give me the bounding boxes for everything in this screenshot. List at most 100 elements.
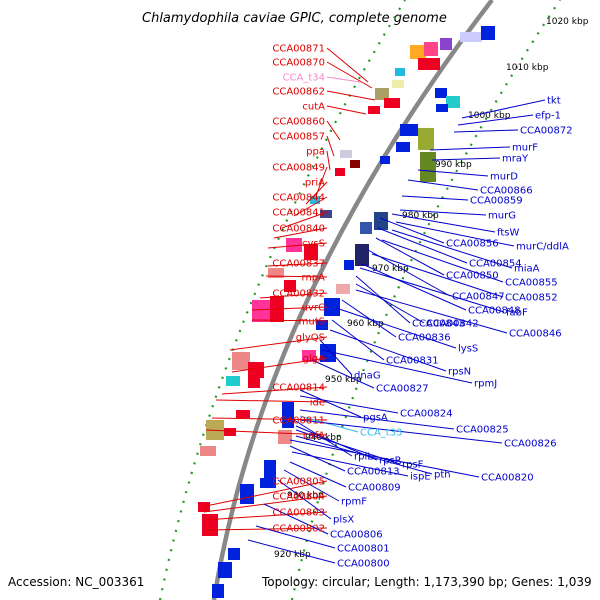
leader-line [263,503,329,535]
leader-line [273,227,328,239]
gene-label-glga[interactable]: glgA [303,354,325,365]
gene-label-cca00827[interactable]: CCA00827 [376,384,429,395]
gene-label-fabf[interactable]: fabF [506,308,528,319]
gene-label-cca00803[interactable]: CCA00803 [272,508,325,519]
gene-label-uvrc[interactable]: uvrC [302,303,325,314]
gene-label-plsx[interactable]: plsX [333,515,354,526]
gene-label-cca00826[interactable]: CCA00826 [504,439,557,450]
gene-label-cca00862[interactable]: CCA00862 [272,87,325,98]
leader-line [267,242,328,249]
leader-line [399,209,487,216]
gene-label-cca00847[interactable]: CCA00847 [452,292,505,303]
gene-label-murc-ddla[interactable]: murC/ddlA [516,242,569,253]
gene-label-rpsf[interactable]: rpsF [402,460,424,471]
gene-label-ppa[interactable]: ppa [306,147,325,158]
leader-line [211,417,328,421]
leader-line [291,451,409,477]
leader-line [277,479,332,520]
gene-label-cca00852[interactable]: CCA00852 [505,293,558,304]
gene-label-glyqs[interactable]: glyQS [296,333,325,344]
gene-feature [355,244,369,266]
gene-label-dnag[interactable]: dnaG [354,371,381,382]
gene-label-cca00850[interactable]: CCA00850 [446,271,499,282]
gene-label-rpmf[interactable]: rpmF [341,497,367,508]
gene-label-cca00855[interactable]: CCA00855 [505,278,558,289]
gene-label-cca00856[interactable]: CCA00856 [446,239,499,250]
gene-label-cca-t33[interactable]: CCA_t33 [360,428,402,439]
gene-label-miaa[interactable]: miaA [514,264,540,275]
gene-label-tkt[interactable]: tkt [547,96,561,107]
gene-label-cca00840[interactable]: CCA00840 [272,224,325,235]
gene-label-cca00841[interactable]: CCA00841 [272,208,325,219]
gene-label-cca00825[interactable]: CCA00825 [456,425,509,436]
gene-label-rpmj[interactable]: rpmJ [474,379,497,390]
gene-feature [436,104,448,112]
gene-label-cyss[interactable]: cysS [302,239,325,250]
gene-feature [286,238,302,252]
gene-label-ispe[interactable]: ispE [410,472,431,483]
gene-label-cca00849[interactable]: CCA00849 [272,163,325,174]
gene-label-cca00843[interactable]: CCA00843 [412,319,465,330]
gene-label-cca00811[interactable]: CCA00811 [272,416,325,427]
gene-label-cca00800[interactable]: CCA00800 [337,559,390,570]
gene-label-cca00802[interactable]: CCA00802 [272,524,325,535]
gene-label-cca00857[interactable]: CCA00857 [272,132,325,143]
gene-label-cca00824[interactable]: CCA00824 [400,409,453,420]
gene-label-cca00806[interactable]: CCA00806 [330,530,383,541]
gene-label-cca00860[interactable]: CCA00860 [272,117,325,128]
gene-label-pria[interactable]: priA [305,178,325,189]
gene-feature [212,584,224,598]
gene-label-muts[interactable]: mutS [299,317,325,328]
leader-line [335,307,457,349]
gene-label-rpsn[interactable]: rpsN [448,367,471,378]
gene-label-cca00836[interactable]: CCA00836 [398,333,451,344]
gene-label-ide[interactable]: ide [310,398,325,409]
leader-line [381,239,504,283]
gene-label-mray[interactable]: mraY [502,154,529,165]
gene-label-cca00831[interactable]: CCA00831 [386,356,439,367]
gene-label-pth[interactable]: pth [434,470,451,481]
gene-label-cca00872[interactable]: CCA00872 [520,126,573,137]
gene-label-cafa[interactable]: cafA [303,431,325,442]
gene-label-cca00854[interactable]: CCA00854 [469,259,522,270]
leader-line [283,469,340,502]
gene-label-cca00804[interactable]: CCA00804 [272,492,325,503]
gene-label-rnpa[interactable]: rnpA [302,273,326,284]
gene-label-cca00846[interactable]: CCA00846 [509,329,562,340]
gene-label-cca00813[interactable]: CCA00813 [347,467,400,478]
leader-line [311,359,375,389]
gene-label-rpsr[interactable]: rpsR [379,456,402,467]
gene-label-cca00859[interactable]: CCA00859 [470,196,523,207]
leader-line [281,211,328,229]
gene-label-cca00842[interactable]: CCA00842 [426,319,479,330]
gene-label-cca00866[interactable]: CCA00866 [480,186,533,197]
gene-label-cca00837[interactable]: CCA00837 [272,259,325,270]
gene-label-cca00870[interactable]: CCA00870 [272,58,325,69]
gene-label-murd[interactable]: murD [490,172,518,183]
gene-label-cca00820[interactable]: CCA00820 [481,473,534,484]
gene-label-murg[interactable]: murG [488,211,516,222]
gene-label-cca-t34[interactable]: CCA_t34 [283,73,325,84]
gene-label-lyss[interactable]: lysS [458,344,478,355]
gene-label-cca00832[interactable]: CCA00832 [272,289,325,300]
gene-label-cca00814[interactable]: CCA00814 [272,383,325,394]
gene-label-ftsw[interactable]: ftsW [497,228,519,239]
leader-line [326,90,376,101]
gene-label-efp-1[interactable]: efp-1 [535,111,561,122]
gene-label-cuta[interactable]: cutA [302,102,325,113]
gene-label-murf[interactable]: murF [512,143,538,154]
gene-label-cca00848[interactable]: CCA00848 [468,306,521,317]
gene-label-cca00809[interactable]: CCA00809 [348,483,401,494]
leader-line [407,179,479,191]
gene-label-pgsa[interactable]: pgsA [363,413,388,424]
leader-line [231,357,328,373]
gene-label-cca00871[interactable]: CCA00871 [272,44,325,55]
gene-feature [350,160,360,168]
leader-line [205,480,328,507]
gene-label-cca00805[interactable]: CCA00805 [272,477,325,488]
gene-label-cca00844[interactable]: CCA00844 [272,193,325,204]
leader-line [299,415,359,433]
gene-label-rpll[interactable]: rplL [354,452,373,463]
gene-label-cca00801[interactable]: CCA00801 [337,544,390,555]
